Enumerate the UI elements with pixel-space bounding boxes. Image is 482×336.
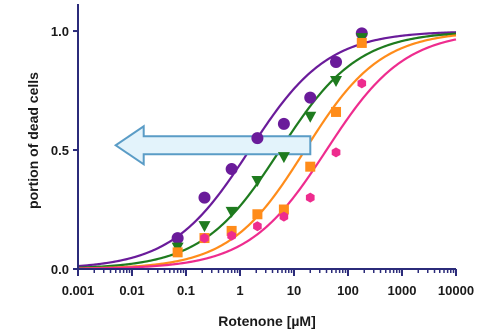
series-3-point [278, 204, 289, 215]
x-axis-label: Rotenone [µM] [218, 313, 316, 329]
series-1-point [198, 191, 211, 204]
y-tick-label: 1.0 [51, 24, 69, 39]
series-2-point [198, 221, 211, 233]
series-3-point [356, 37, 367, 48]
series-2-point [225, 206, 238, 218]
series-4-point [331, 147, 341, 158]
series-4-point [279, 211, 289, 222]
series-1-point [304, 91, 317, 104]
fit-curve-4 [77, 38, 457, 270]
fit-curves [77, 31, 457, 270]
fit-curve-2 [77, 32, 457, 269]
series-2-point [251, 175, 264, 187]
annotation-layer [113, 124, 312, 167]
x-tick-label: 0.001 [62, 283, 95, 298]
series-4-point [305, 192, 315, 203]
fit-curve-1 [77, 31, 457, 268]
axes: 0.0 0.5 1.0 0.001 0.01 0.1 1 10 100 1000 10000 [51, 4, 474, 298]
series-1-point [277, 117, 290, 130]
series-2-point [304, 111, 317, 123]
series-3-point [305, 161, 316, 172]
y-axis-label: portion of dead cells [25, 72, 41, 209]
series-3-point [172, 247, 183, 258]
left-arrow [113, 124, 312, 167]
series-1-point [330, 55, 343, 68]
series-2-point [330, 76, 343, 88]
series-1-point [225, 163, 238, 176]
y-tick-label: 0.0 [51, 262, 69, 277]
series-1-point [251, 132, 264, 145]
x-tick-label: 1000 [388, 283, 417, 298]
x-tick-label: 10000 [438, 283, 474, 298]
series-2-point [277, 152, 290, 164]
series-4-point [253, 221, 262, 232]
x-tick-label: 100 [337, 283, 359, 298]
series-4-point [200, 233, 209, 244]
x-tick-label: 10 [287, 283, 301, 298]
x-tick-label: 0.1 [177, 283, 195, 298]
x-tick-label: 1 [236, 283, 243, 298]
series-1-point [171, 232, 184, 245]
series-4-point [227, 230, 236, 241]
y-tick-label: 0.5 [51, 143, 69, 158]
series-4-point [357, 78, 367, 89]
x-tick-label: 0.01 [119, 283, 144, 298]
data-points [171, 27, 368, 258]
series-3-point [331, 106, 342, 117]
series-3-point [252, 209, 263, 220]
